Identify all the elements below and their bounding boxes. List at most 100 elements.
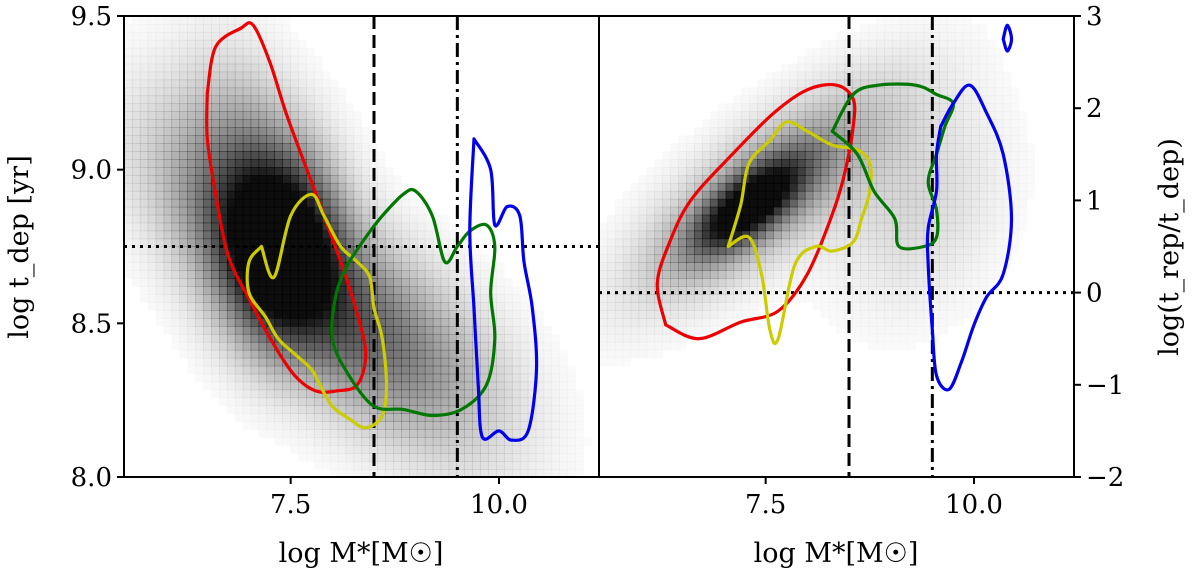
density-cell	[393, 175, 402, 184]
density-cell	[250, 182, 260, 192]
density-cell	[274, 286, 283, 295]
density-cell	[440, 270, 450, 279]
density-cell	[290, 294, 299, 303]
density-cell	[860, 79, 869, 89]
density-cell	[124, 71, 133, 81]
density-cell	[314, 310, 323, 319]
density-cell	[939, 214, 948, 224]
density-cell	[686, 190, 695, 200]
density-cell	[456, 246, 466, 256]
density-cell	[559, 453, 568, 462]
density-cell	[464, 318, 473, 327]
density-cell	[314, 445, 323, 454]
density-cell	[496, 349, 505, 359]
density-cell	[187, 206, 196, 216]
density-cell	[242, 238, 252, 248]
density-cell	[298, 318, 307, 327]
density-cell	[440, 453, 450, 462]
density-cell	[472, 445, 481, 454]
density-cell	[979, 56, 988, 65]
density-cell	[124, 159, 133, 168]
density-cell	[899, 222, 909, 232]
density-cell	[654, 310, 663, 319]
density-cell	[979, 72, 988, 81]
density-cell	[543, 437, 553, 446]
density-cell	[409, 421, 418, 430]
density-cell	[907, 87, 917, 97]
density-cell	[163, 167, 173, 176]
density-cell	[971, 63, 980, 73]
density-cell	[321, 246, 331, 256]
density-cell	[1011, 95, 1020, 104]
density-cell	[781, 95, 790, 105]
density-cell	[781, 159, 790, 168]
density-cell	[639, 342, 648, 351]
density-cell	[139, 111, 149, 120]
density-cell	[828, 270, 838, 279]
density-cell	[686, 206, 695, 216]
density-cell	[741, 151, 751, 160]
density-cell	[131, 159, 141, 168]
density-cell	[654, 302, 663, 311]
density-cell	[828, 103, 838, 112]
density-cell	[155, 151, 165, 160]
density-cell	[654, 238, 663, 248]
density-cell	[306, 119, 315, 128]
density-cell	[329, 413, 339, 422]
density-cell	[726, 310, 735, 319]
density-cell	[242, 174, 252, 184]
density-cell	[749, 206, 758, 216]
density-cell	[448, 397, 458, 407]
density-cell	[963, 238, 972, 248]
density-cell	[733, 135, 743, 144]
density-cell	[393, 373, 402, 383]
density-cell	[219, 214, 228, 224]
density-cell	[171, 95, 181, 105]
density-cell	[741, 238, 751, 248]
density-cell	[1011, 175, 1020, 184]
density-cell	[686, 143, 695, 152]
density-cell	[187, 302, 196, 311]
density-cell	[749, 270, 758, 279]
density-cell	[337, 151, 347, 160]
density-cell	[694, 302, 703, 311]
density-cell	[971, 71, 980, 81]
density-cell	[622, 333, 632, 343]
density-cell	[765, 214, 774, 224]
density-cell	[662, 222, 671, 232]
density-cell	[448, 365, 458, 375]
density-cell	[804, 111, 814, 120]
density-cell	[353, 198, 363, 208]
density-cell	[409, 270, 418, 279]
density-cell	[171, 278, 181, 287]
density-cell	[409, 310, 418, 319]
density-cell	[298, 397, 307, 407]
density-cell	[337, 365, 347, 375]
density-cell	[812, 254, 822, 263]
density-cell	[353, 270, 363, 279]
density-cell	[314, 270, 323, 279]
density-cell	[362, 127, 371, 136]
density-cell	[440, 333, 450, 343]
density-cell	[876, 39, 885, 49]
density-cell	[773, 182, 782, 192]
density-cell	[306, 127, 315, 136]
density-cell	[124, 206, 133, 216]
density-cell	[725, 190, 735, 200]
density-cell	[606, 254, 616, 263]
density-cell	[139, 262, 149, 271]
density-cell	[701, 302, 711, 311]
density-cell	[274, 230, 283, 240]
density-cell	[282, 198, 291, 208]
density-cell	[464, 310, 473, 319]
density-cell	[219, 270, 228, 279]
density-cell	[891, 87, 901, 97]
density-cell	[987, 270, 996, 279]
density-cell	[710, 119, 719, 128]
density-cell	[860, 32, 869, 41]
density-cell	[575, 413, 584, 422]
density-cell	[757, 127, 766, 136]
density-cell	[409, 302, 418, 311]
density-cell	[916, 16, 925, 25]
density-cell	[314, 302, 323, 311]
